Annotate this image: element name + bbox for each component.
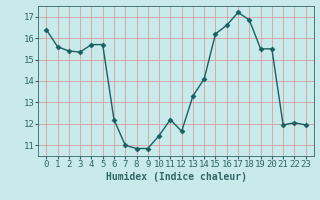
X-axis label: Humidex (Indice chaleur): Humidex (Indice chaleur) — [106, 172, 246, 182]
